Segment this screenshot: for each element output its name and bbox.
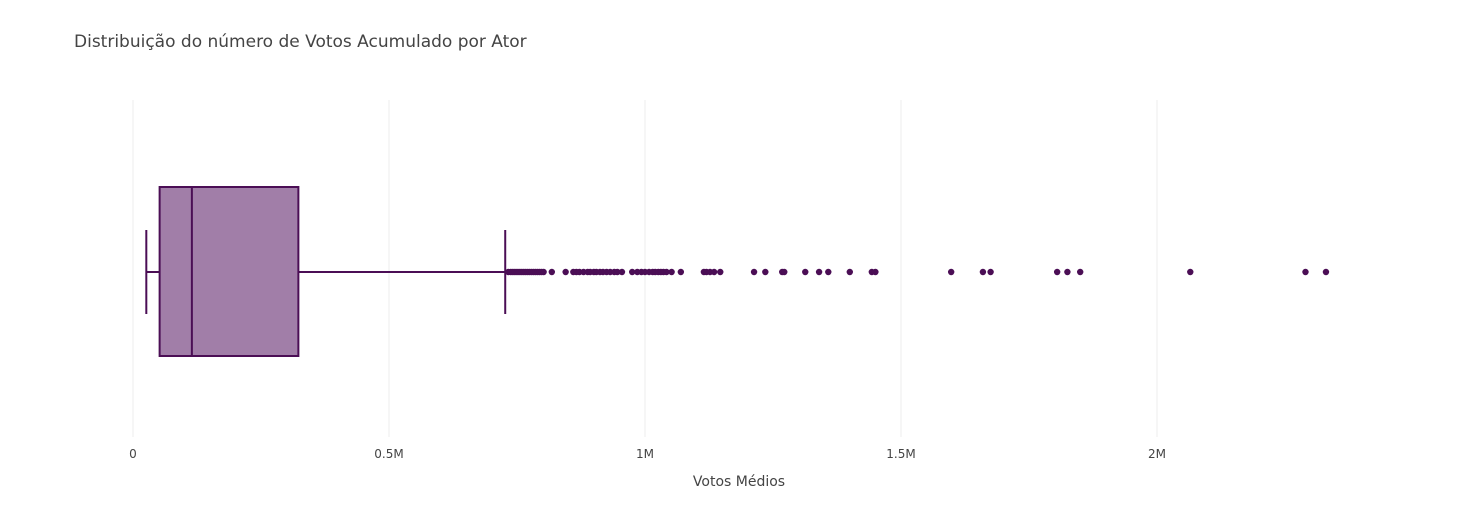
outlier-point — [717, 268, 724, 276]
outlier-point — [1187, 268, 1194, 276]
x-axis-title: Votos Médios — [693, 474, 785, 490]
outlier-point — [987, 268, 994, 276]
outlier-point — [629, 268, 636, 276]
x-tick-label: 1.5M — [886, 447, 915, 461]
outlier-point — [548, 268, 556, 276]
outlier-point — [1064, 268, 1071, 276]
iqr-box — [158, 186, 300, 357]
chart-title: Distribuição do número de Votos Acumulad… — [74, 32, 527, 52]
outlier-point — [540, 268, 547, 276]
outlier-point — [668, 268, 675, 276]
outlier-point — [710, 268, 718, 276]
outlier-point — [750, 268, 758, 276]
x-tick-label: 2M — [1148, 447, 1166, 461]
x-tick-label: 0 — [129, 447, 137, 461]
outlier-point — [947, 268, 955, 276]
outlier-point — [677, 268, 685, 276]
outlier-point — [618, 268, 626, 276]
outlier-point — [1302, 268, 1309, 276]
x-tick-label: 0.5M — [374, 447, 403, 461]
outlier-point — [825, 268, 832, 276]
outlier-point — [1077, 268, 1084, 276]
outlier-point — [781, 268, 788, 276]
outliers — [505, 268, 1330, 276]
outlier-point — [1322, 268, 1330, 276]
outlier-point — [815, 268, 823, 276]
outlier-point — [562, 268, 569, 276]
x-axis-ticks: 0 0.5M 1M 1.5M 2M — [129, 447, 1166, 461]
outlier-point — [802, 268, 809, 276]
outlier-point — [872, 268, 879, 276]
outlier-point — [614, 268, 621, 276]
outlier-point — [979, 268, 987, 276]
outlier-point — [762, 268, 769, 276]
outlier-point — [1053, 268, 1061, 276]
outlier-point — [846, 268, 853, 276]
outlier-point — [663, 268, 670, 276]
box-plot — [145, 186, 507, 357]
grid — [132, 100, 1158, 437]
x-tick-label: 1M — [636, 447, 654, 461]
